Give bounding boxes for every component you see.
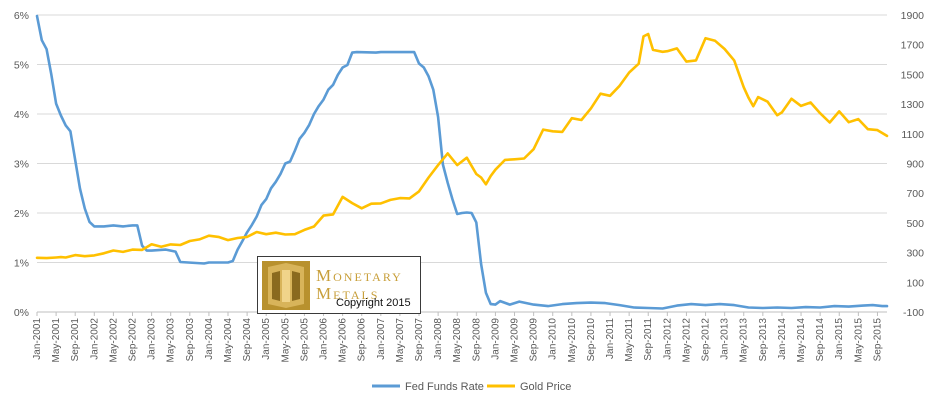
x-tick-label: Sep-2001 <box>70 318 81 362</box>
y-left-tick-label: 5% <box>14 60 29 72</box>
x-tick-label: May-2010 <box>567 318 578 363</box>
x-tick-label: Jan-2003 <box>147 318 158 360</box>
y-right-tick-label: 700 <box>906 188 924 200</box>
legend: Fed Funds Rate Gold Price <box>372 381 571 393</box>
x-tick-label: Jan-2006 <box>319 318 330 360</box>
x-tick-label: May-2001 <box>51 318 62 363</box>
x-tick-label: May-2015 <box>853 318 864 363</box>
x-tick-label: Jan-2004 <box>204 318 215 360</box>
logo-copyright: Copyright 2015 <box>336 297 411 309</box>
y-right-tick-label: 300 <box>906 248 924 260</box>
y-right-tick-label: 1300 <box>901 99 925 111</box>
x-tick-label: May-2013 <box>739 318 750 363</box>
x-tick-label: Sep-2008 <box>471 318 482 362</box>
x-tick-label: Jan-2009 <box>490 318 501 360</box>
x-tick-label: Jan-2011 <box>605 318 616 359</box>
y-left-tick-label: 0% <box>14 307 29 319</box>
x-tick-label: Jan-2014 <box>777 318 788 360</box>
fed-funds-rate-line <box>35 14 889 310</box>
logo-emblem-icon <box>262 261 310 310</box>
x-tick-label: Jan-2001 <box>32 318 43 360</box>
axes: 0% 1% 2% 3% 4% 5% 6% -100 100 300 500 700 900 1100 130… <box>14 10 924 362</box>
x-tick-label: May-2004 <box>223 318 234 363</box>
x-tick-label: Jan-2015 <box>834 318 845 360</box>
x-tick-label: May-2011 <box>624 318 635 362</box>
y-left-tick-label: 3% <box>14 159 29 171</box>
y-left-tick-label: 1% <box>14 258 29 270</box>
x-tick-label: Sep-2011 <box>643 318 654 361</box>
legend-label: Gold Price <box>520 381 571 393</box>
gridlines <box>37 14 887 313</box>
monetary-metals-logo: Monetary Metals Copyright 2015 <box>257 256 421 314</box>
y-right-tick-label: 1100 <box>901 129 924 141</box>
logo-name-line1: Monetary <box>316 266 403 285</box>
x-tick-label: May-2009 <box>510 318 521 363</box>
x-tick-label: Jan-2013 <box>720 318 731 360</box>
x-tick-label: Jan-2002 <box>89 318 100 360</box>
y-left-tick-label: 6% <box>14 10 29 22</box>
x-tick-label: May-2014 <box>796 318 807 363</box>
x-tick-label: Sep-2002 <box>128 318 139 362</box>
x-tick-label: Jan-2005 <box>261 318 272 360</box>
y-right-tick-label: 500 <box>906 218 924 230</box>
x-tick-label: Sep-2007 <box>414 318 425 362</box>
y-right-tick-label: 100 <box>906 277 924 289</box>
x-tick-label: Jan-2010 <box>548 318 559 360</box>
x-tick-label: Jan-2008 <box>433 318 444 360</box>
logo-wordmark: Monetary Metals <box>316 267 403 303</box>
x-tick-label: May-2012 <box>681 318 692 363</box>
x-tick-label: May-2007 <box>395 318 406 363</box>
x-tick-label: Sep-2014 <box>815 318 826 362</box>
x-tick-label: May-2002 <box>108 318 119 363</box>
y-right-tick-label: 1900 <box>901 10 925 22</box>
x-tick-label: Jan-2007 <box>376 318 387 360</box>
logo-name-line2: Metals <box>316 284 380 303</box>
x-tick-label: Sep-2010 <box>586 318 597 362</box>
legend-label: Fed Funds Rate <box>405 381 484 393</box>
y-right-tick-label: -100 <box>903 307 924 319</box>
x-tick-label: Sep-2015 <box>872 318 883 362</box>
x-tick-label: Sep-2009 <box>529 318 540 362</box>
x-tick-label: May-2005 <box>280 318 291 363</box>
x-tick-label: Sep-2012 <box>701 318 712 362</box>
x-tick-label: Sep-2006 <box>357 318 368 362</box>
x-tick-label: Sep-2004 <box>242 318 253 362</box>
y-right-tick-label: 900 <box>906 159 924 171</box>
y-right-tick-label: 1500 <box>901 69 925 81</box>
x-tick-label: May-2003 <box>166 318 177 363</box>
y-right-tick-label: 1700 <box>901 40 925 52</box>
y-left-tick-label: 2% <box>14 208 29 220</box>
x-tick-label: Sep-2003 <box>185 318 196 362</box>
series-layer <box>35 14 889 310</box>
x-tick-label: Sep-2005 <box>299 318 310 362</box>
y-left-tick-label: 4% <box>14 109 29 121</box>
x-tick-label: Sep-2013 <box>758 318 769 362</box>
x-tick-label: May-2006 <box>338 318 349 363</box>
x-tick-label: Jan-2012 <box>662 318 673 360</box>
gold-price-line <box>35 32 889 260</box>
x-tick-label: May-2008 <box>452 318 463 363</box>
